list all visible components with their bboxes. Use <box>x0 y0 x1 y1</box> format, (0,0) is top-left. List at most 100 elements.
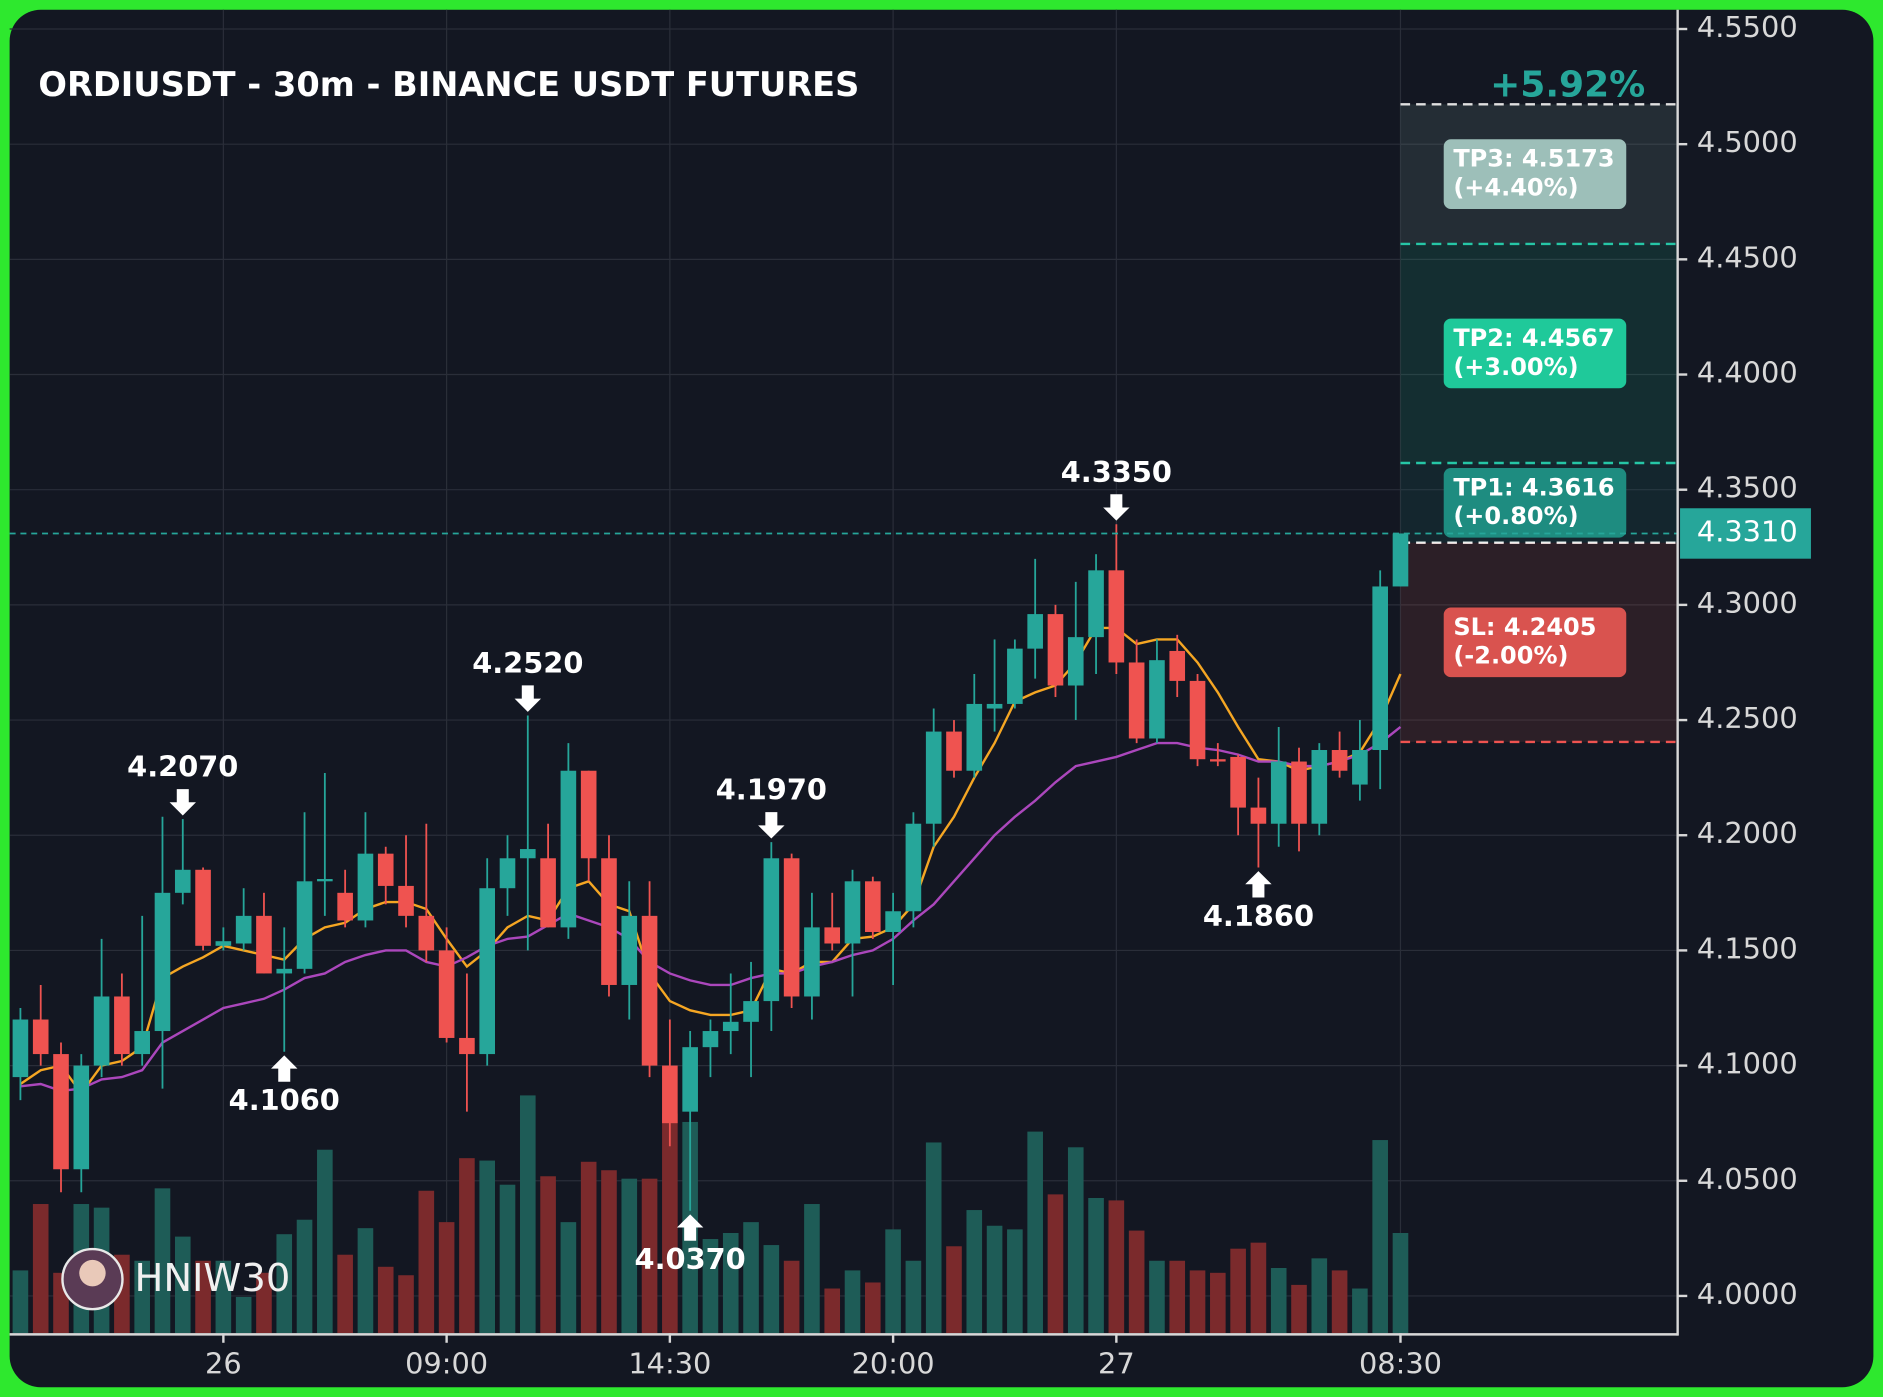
y-tick-label: 4.0500 <box>1697 1162 1798 1196</box>
volume-bar <box>235 1296 252 1334</box>
y-tick-label: 4.4500 <box>1697 240 1798 274</box>
volume-bar <box>377 1266 394 1334</box>
candle-body <box>1250 807 1267 824</box>
volume-bar <box>560 1222 577 1334</box>
volume-bar <box>1027 1131 1043 1334</box>
volume-bar <box>1047 1194 1064 1334</box>
target-label: TP1: 4.3616 <box>1453 473 1614 501</box>
volume-bar <box>32 1204 49 1334</box>
candle-body <box>32 1019 49 1055</box>
volume-bar <box>763 1245 780 1334</box>
plot <box>12 524 1409 1211</box>
x-tick-label: 27 <box>1098 1347 1135 1381</box>
candle-body <box>1331 750 1348 771</box>
candle-body <box>12 1019 29 1078</box>
y-tick-label: 4.2000 <box>1697 816 1798 850</box>
candle-body <box>1291 761 1307 824</box>
candle-body <box>1210 759 1226 762</box>
watermark: HNIW30 <box>135 1256 291 1301</box>
candle-body <box>337 892 353 921</box>
volume-bar <box>1108 1200 1125 1334</box>
candle-body <box>276 968 293 974</box>
marker-arrow <box>169 789 196 816</box>
candle-body <box>540 858 556 928</box>
volume-bar <box>1291 1284 1307 1334</box>
y-tick-label: 4.3500 <box>1697 471 1798 505</box>
target-percent: (+0.80%) <box>1453 502 1578 530</box>
y-tick-label: 4.3000 <box>1697 586 1798 620</box>
volume-bar <box>946 1246 962 1334</box>
volume-bar <box>1149 1260 1165 1334</box>
volume-bar <box>1169 1260 1186 1334</box>
chart-background <box>9 9 1874 1388</box>
volume-bar <box>966 1210 983 1334</box>
candle-body <box>946 731 962 771</box>
volume-bar <box>276 1234 293 1334</box>
candle-body <box>1108 570 1125 663</box>
moving-average <box>19 626 1402 1096</box>
candle-body <box>1067 637 1084 686</box>
candle-body <box>235 915 252 944</box>
volume-bar <box>722 1232 739 1334</box>
candle-body <box>621 915 638 985</box>
target-box <box>1443 468 1627 538</box>
grid: 4.0000 4.0500 4.1000 4.1500 4.2000 4.2500 4.30… <box>9 9 1798 1381</box>
volume-bar <box>844 1270 861 1334</box>
candle-body <box>1088 570 1104 638</box>
volume-bar <box>905 1260 922 1334</box>
volume-bar <box>865 1282 881 1334</box>
volume-bar <box>154 1188 171 1334</box>
volume-bar <box>1331 1270 1348 1334</box>
last-price-label: 4.3310 <box>1697 514 1798 548</box>
candle-body <box>986 703 1003 709</box>
marker-arrow <box>758 812 785 839</box>
volume-bar <box>804 1204 820 1334</box>
volume-bar <box>195 1260 211 1334</box>
candle-body <box>885 911 901 932</box>
y-tick-label: 4.5500 <box>1697 10 1798 44</box>
candle-body <box>925 731 942 824</box>
marker-label: 4.2070 <box>127 750 238 784</box>
candle-body <box>377 853 394 886</box>
target-percent: (+3.00%) <box>1453 353 1578 381</box>
volume-bar <box>1270 1267 1287 1334</box>
candle-body <box>438 950 455 1038</box>
volume-bar <box>702 1239 719 1334</box>
chart-title: ORDIUSDT - 30m - BINANCE USDT FUTURES <box>38 65 859 104</box>
volume-bar <box>1088 1197 1104 1334</box>
candle-body <box>1189 680 1206 760</box>
y-tick-label: 4.1500 <box>1697 931 1798 965</box>
candle-body <box>905 823 922 912</box>
target-percent: (-2.00%) <box>1453 642 1568 670</box>
candle-body <box>93 996 110 1066</box>
candle-body <box>296 881 313 969</box>
volume-bar <box>824 1288 841 1334</box>
candle-body <box>195 869 211 946</box>
y-tick-label: 4.2500 <box>1697 701 1798 735</box>
candle-body <box>418 915 435 951</box>
target-box <box>1443 607 1627 678</box>
candle-body <box>1392 533 1409 587</box>
last-price-box <box>1680 508 1811 559</box>
candle-body <box>1149 660 1165 739</box>
candle-body <box>499 858 516 889</box>
candle-body <box>641 915 658 1066</box>
marker-arrow <box>514 685 542 712</box>
volume-bar <box>925 1142 942 1334</box>
candle-body <box>134 1031 150 1055</box>
marker-arrow <box>676 1214 704 1241</box>
target-label: SL: 4.2405 <box>1453 613 1596 641</box>
volume-bar <box>1189 1270 1206 1334</box>
volume-bar <box>479 1160 496 1334</box>
target-label: TP2: 4.4567 <box>1453 324 1614 352</box>
y-tick-label: 4.5000 <box>1697 125 1798 159</box>
volume-bar <box>1250 1242 1267 1334</box>
y-tick-label: 4.4000 <box>1697 356 1798 390</box>
candle-body <box>1270 761 1287 824</box>
candle-body <box>154 892 171 1032</box>
marker-label: 4.0370 <box>635 1242 746 1276</box>
volume-bar <box>12 1270 29 1334</box>
volume-bar <box>1007 1229 1023 1334</box>
volume-bar <box>134 1260 150 1334</box>
candle-body <box>398 885 414 916</box>
